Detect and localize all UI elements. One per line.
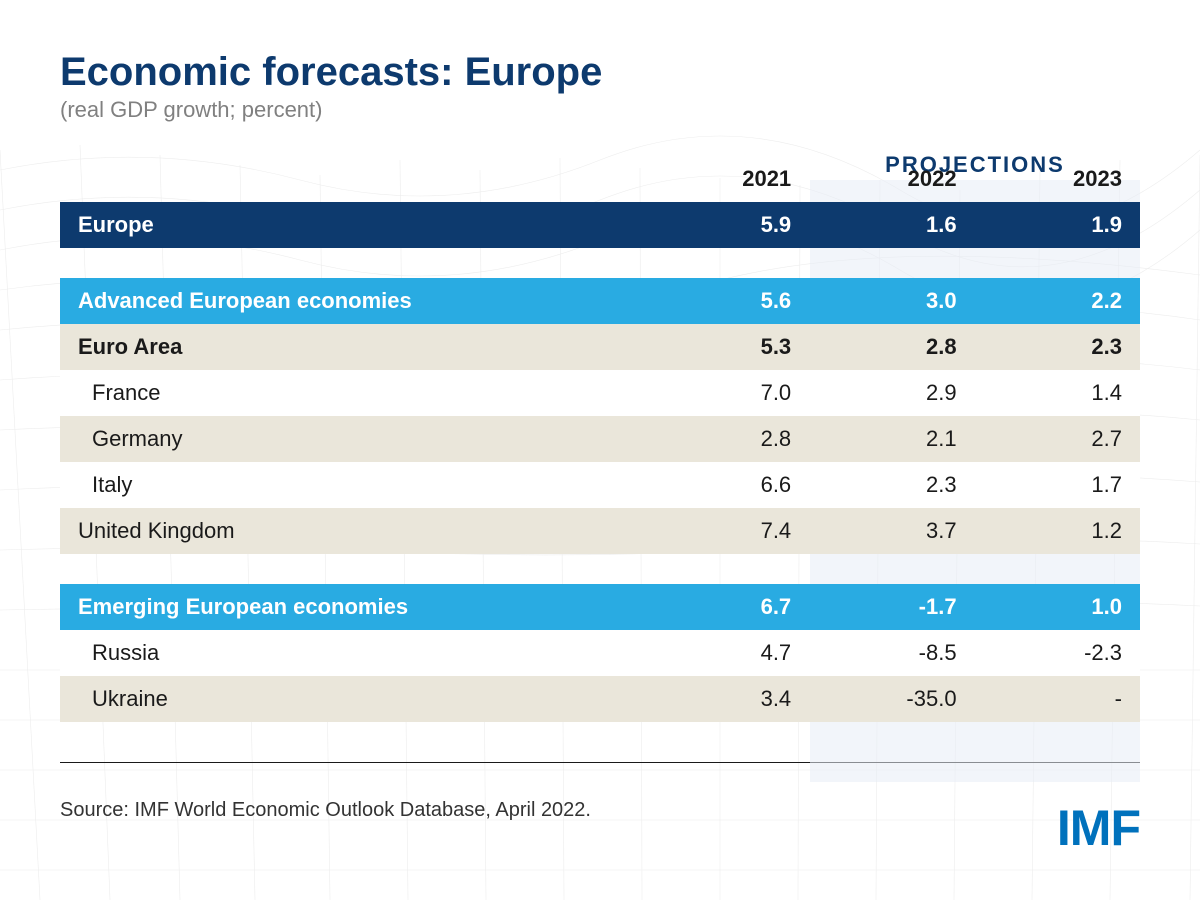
row-value: 3.0 [809, 278, 974, 324]
table-row [60, 248, 1140, 278]
row-value: - [975, 676, 1140, 722]
row-value: 5.6 [644, 278, 809, 324]
row-value: -1.7 [809, 584, 974, 630]
row-value: 2.1 [809, 416, 974, 462]
header-col-2: 2023 [975, 158, 1140, 202]
table-row [60, 554, 1140, 584]
table-row: Advanced European economies5.63.02.2 [60, 278, 1140, 324]
row-value: 1.4 [975, 370, 1140, 416]
row-value: 1.0 [975, 584, 1140, 630]
row-label: Advanced European economies [60, 278, 644, 324]
table-row: Europe5.91.61.9 [60, 202, 1140, 248]
row-value: 1.2 [975, 508, 1140, 554]
row-value: 6.7 [644, 584, 809, 630]
row-value: 2.7 [975, 416, 1140, 462]
row-value: 2.3 [809, 462, 974, 508]
row-label: Euro Area [60, 324, 644, 370]
table-row: Germany2.82.12.7 [60, 416, 1140, 462]
row-label: Russia [60, 630, 644, 676]
row-value: 3.4 [644, 676, 809, 722]
table-row: United Kingdom7.43.71.2 [60, 508, 1140, 554]
row-value: 5.9 [644, 202, 809, 248]
row-value: 1.7 [975, 462, 1140, 508]
chart-title: Economic forecasts: Europe [60, 50, 1140, 95]
row-label: Europe [60, 202, 644, 248]
row-value: 5.3 [644, 324, 809, 370]
spacer-cell [60, 554, 1140, 584]
spacer-cell [60, 248, 1140, 278]
table-row: Euro Area5.32.82.3 [60, 324, 1140, 370]
row-value: 6.6 [644, 462, 809, 508]
row-label: Emerging European economies [60, 584, 644, 630]
row-label: Ukraine [60, 676, 644, 722]
row-value: 1.6 [809, 202, 974, 248]
row-value: -8.5 [809, 630, 974, 676]
row-value: 2.9 [809, 370, 974, 416]
row-value: 3.7 [809, 508, 974, 554]
row-value: 7.0 [644, 370, 809, 416]
row-label: Italy [60, 462, 644, 508]
table-body: Europe5.91.61.9 Advanced European economi… [60, 202, 1140, 722]
row-label: France [60, 370, 644, 416]
row-value: 2.8 [644, 416, 809, 462]
row-value: 1.9 [975, 202, 1140, 248]
table-container: PROJECTIONS 2021 2022 2023 Europe5.91.61… [60, 158, 1140, 822]
forecast-table: 2021 2022 2023 Europe5.91.61.9 Advanced E… [60, 158, 1140, 722]
row-value: -2.3 [975, 630, 1140, 676]
table-row: Russia4.7-8.5-2.3 [60, 630, 1140, 676]
row-value: 7.4 [644, 508, 809, 554]
row-value: 4.7 [644, 630, 809, 676]
header-empty [60, 158, 644, 202]
table-row: Italy6.62.31.7 [60, 462, 1140, 508]
row-value: 2.3 [975, 324, 1140, 370]
table-header-row: 2021 2022 2023 [60, 158, 1140, 202]
row-value: -35.0 [809, 676, 974, 722]
source-text: Source: IMF World Economic Outlook Datab… [60, 799, 1140, 822]
row-label: Germany [60, 416, 644, 462]
row-label: United Kingdom [60, 508, 644, 554]
table-row: France7.02.91.4 [60, 370, 1140, 416]
row-value: 2.8 [809, 324, 974, 370]
table-row: Emerging European economies6.7-1.71.0 [60, 584, 1140, 630]
table-row: Ukraine3.4-35.0- [60, 676, 1140, 722]
row-value: 2.2 [975, 278, 1140, 324]
header-col-0: 2021 [644, 158, 809, 202]
chart-subtitle: (real GDP growth; percent) [60, 97, 1140, 123]
header-col-1: 2022 [809, 158, 974, 202]
